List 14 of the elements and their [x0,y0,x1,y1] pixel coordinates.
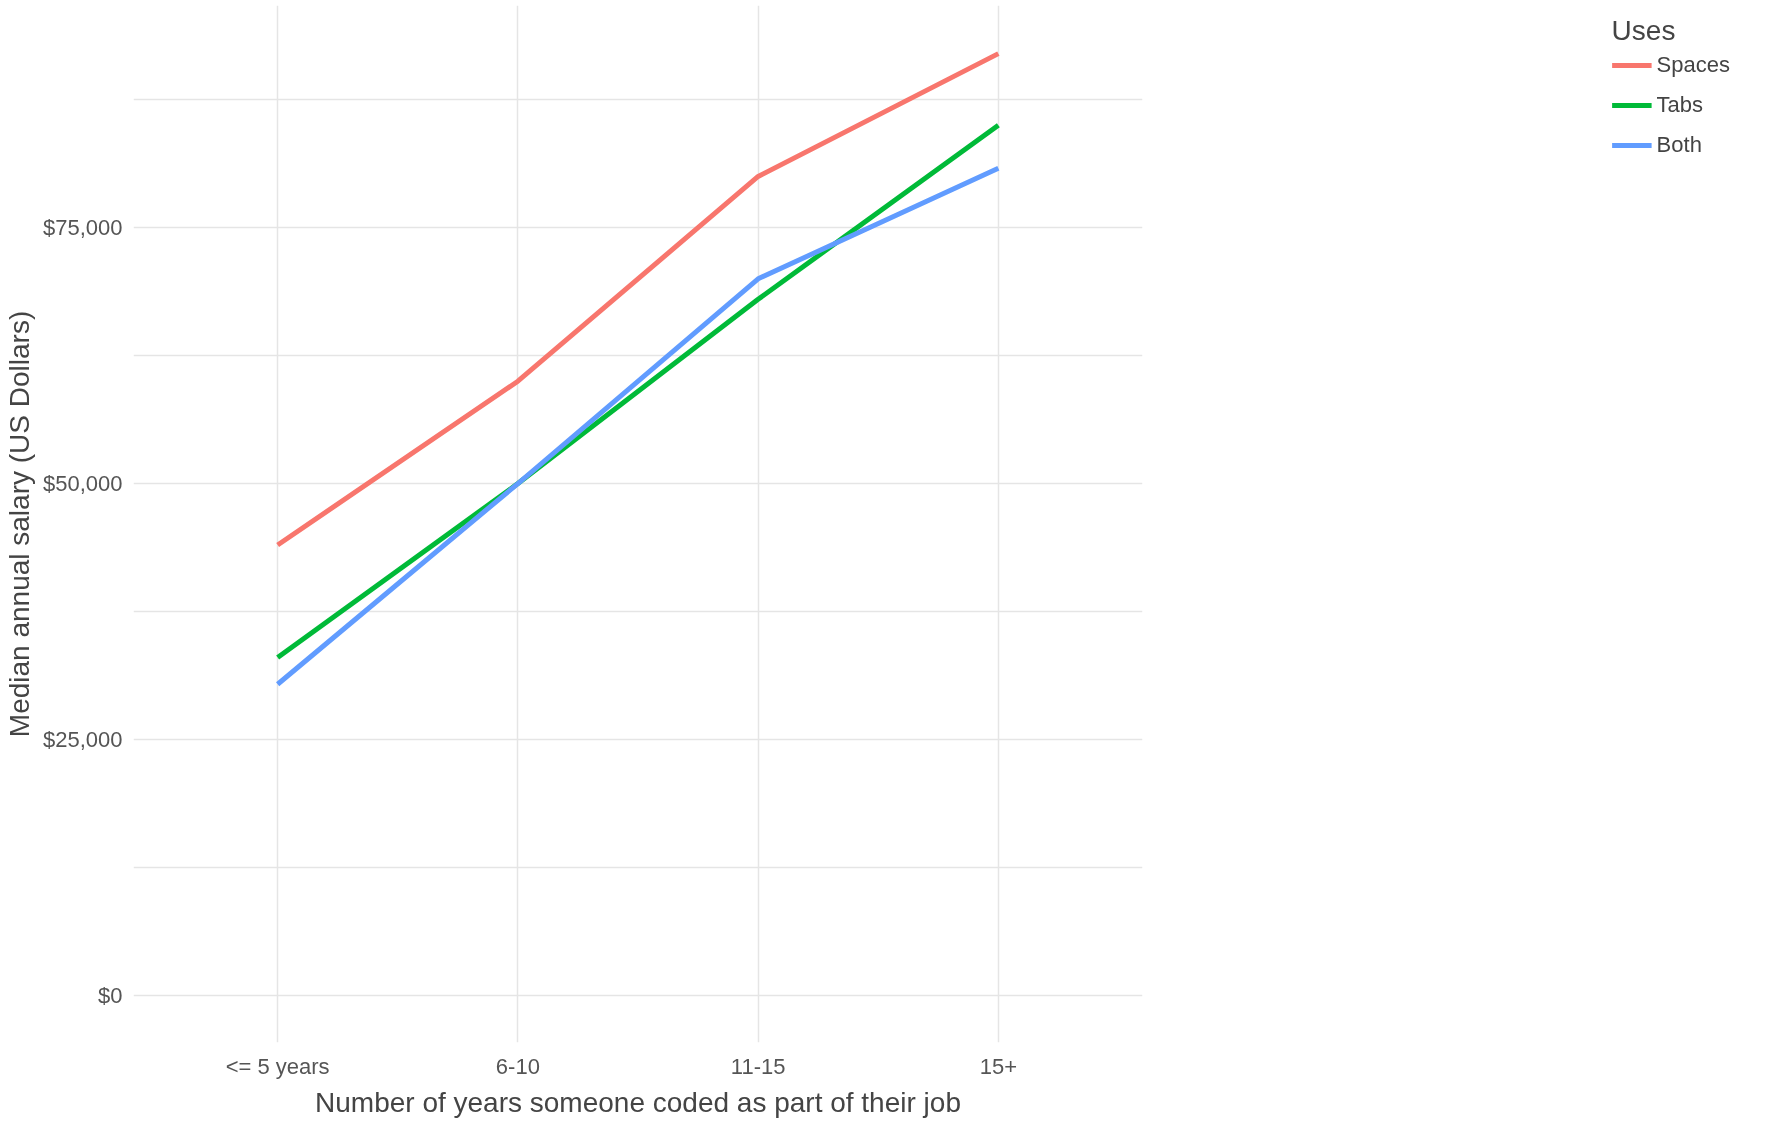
x-tick-label: <= 5 years [225,1053,330,1079]
y-axis-title: Median annual salary (US Dollars) [3,310,35,738]
y-tick-label: $50,000 [42,471,123,497]
y-tick-label: $75,000 [42,215,123,241]
legend-label: Tabs [1656,92,1704,118]
x-tick-label: 6-10 [495,1053,540,1079]
x-tick-label: 15+ [979,1053,1018,1079]
legend-label: Spaces [1656,52,1730,78]
y-tick-label: $0 [98,982,123,1008]
y-tick-label: $25,000 [42,726,123,752]
x-tick-label: 11-15 [730,1053,786,1079]
legend-title: Uses [1611,15,1677,47]
x-axis-title: Number of years someone coded as part of their job [315,1086,961,1118]
legend-label: Both [1656,132,1702,158]
